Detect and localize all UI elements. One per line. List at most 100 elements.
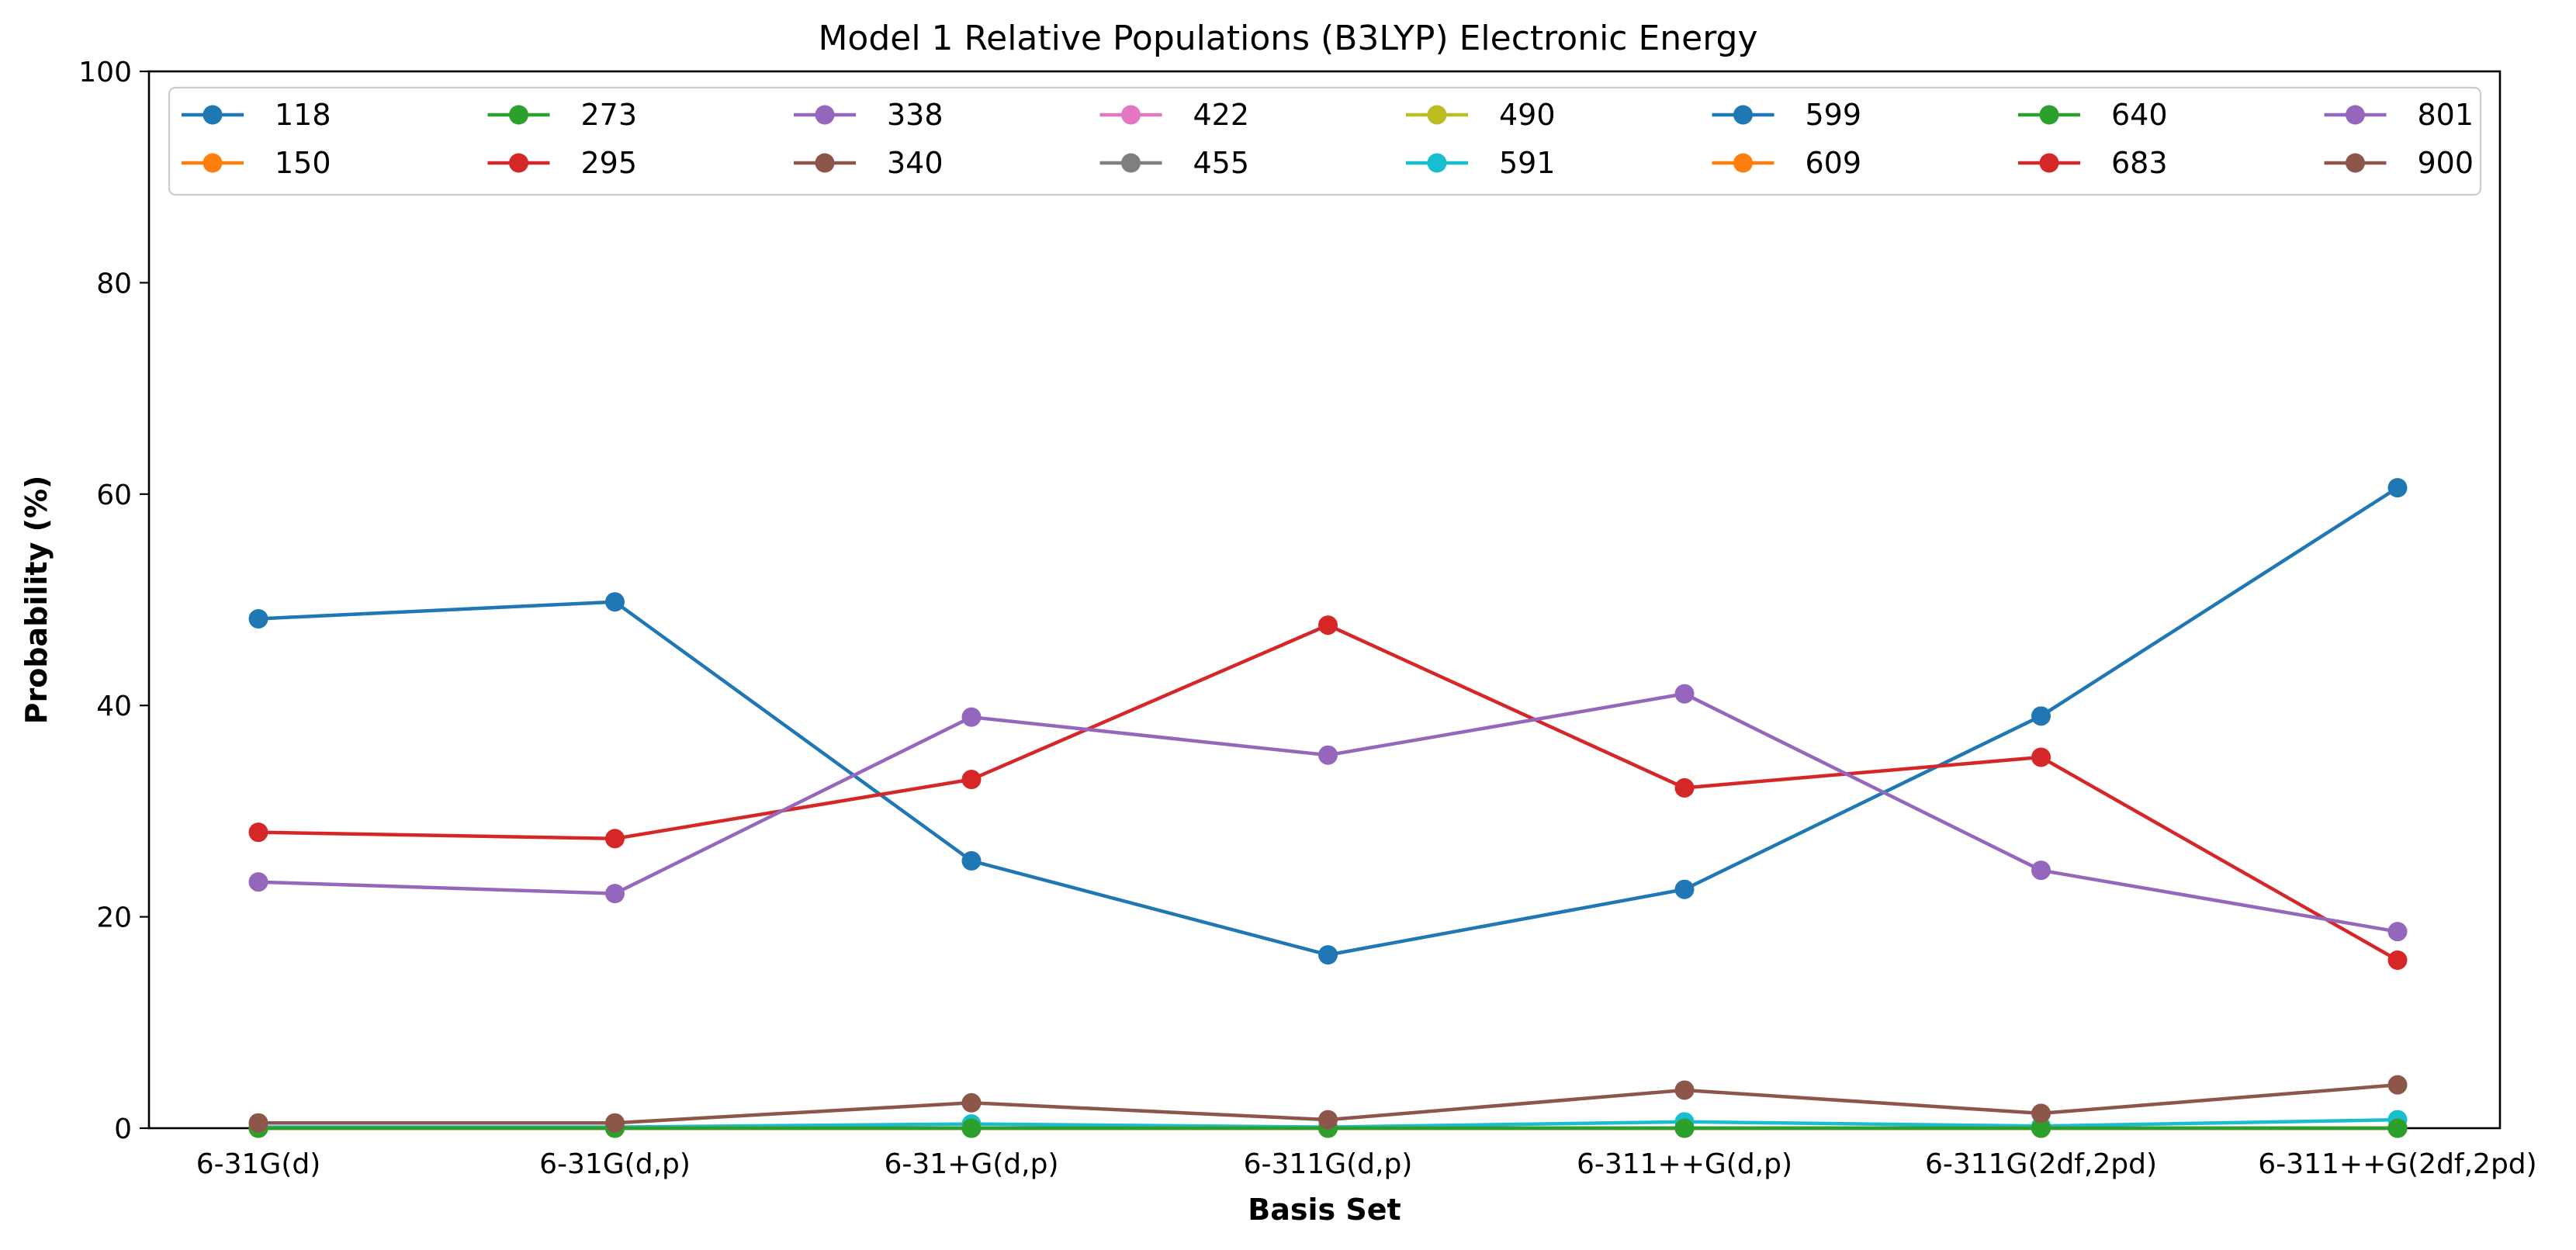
legend-label: 683 — [2111, 146, 2168, 180]
legend: 118 150 273 295 338 340 422 455 490 591 599 609 640 6… — [168, 86, 2482, 196]
plot-area-frame — [147, 70, 2502, 1130]
data-point — [605, 829, 625, 849]
data-point — [2031, 1103, 2051, 1124]
legend-swatch-marker — [2039, 105, 2059, 125]
series-line — [258, 691, 2398, 933]
data-point — [2387, 1118, 2408, 1138]
legend-label: 295 — [581, 146, 638, 180]
legend-item: 118 — [182, 98, 331, 132]
legend-swatch-marker — [203, 153, 223, 173]
legend-label: 422 — [1193, 98, 1250, 132]
legend-swatch-marker — [1733, 153, 1753, 173]
x-tick-label: 6-311G(2df,2pd) — [1925, 1148, 2157, 1180]
legend-item: 490 — [1406, 98, 1556, 132]
series-683 — [248, 615, 2408, 970]
data-point — [2031, 860, 2051, 881]
legend-swatch-marker — [509, 105, 528, 125]
legend-label: 340 — [887, 146, 943, 180]
legend-item: 422 — [1099, 98, 1250, 132]
legend-label: 455 — [1193, 146, 1250, 180]
chart-title: Model 1 Relative Populations (B3LYP) Ele… — [818, 19, 1757, 58]
legend-item: 340 — [794, 146, 943, 180]
legend-label: 801 — [2418, 98, 2474, 132]
x-tick-label: 6-31+G(d,p) — [885, 1148, 1059, 1180]
series-599 — [248, 478, 2408, 965]
legend-swatch-marker — [1427, 105, 1447, 125]
legend-swatch-marker — [1733, 105, 1753, 125]
legend-item: 599 — [1712, 98, 1862, 132]
x-axis: 6-31G(d) 6-31G(d,p) 6-31+G(d,p) 6-311G(d,p)… — [196, 1128, 2537, 1180]
legend-item: 150 — [182, 146, 331, 180]
legend-label: 338 — [887, 98, 943, 132]
legend-item: 455 — [1099, 146, 1250, 180]
legend-item: 900 — [2324, 146, 2474, 180]
data-point — [961, 707, 982, 727]
legend-label: 599 — [1806, 98, 1862, 132]
y-tick-label: 20 — [96, 902, 132, 934]
data-point — [248, 1113, 268, 1133]
data-point — [2387, 922, 2408, 942]
data-point — [1318, 1110, 1338, 1130]
legend-item: 801 — [2324, 98, 2474, 132]
y-tick-label: 0 — [114, 1113, 132, 1145]
data-point — [248, 822, 268, 843]
data-point — [2031, 747, 2051, 767]
legend-item: 273 — [487, 98, 638, 132]
data-point — [2031, 1118, 2051, 1138]
legend-swatch-marker — [1121, 105, 1141, 125]
data-point — [961, 770, 982, 790]
data-point — [1674, 879, 1695, 899]
y-tick-label: 40 — [96, 691, 132, 722]
x-tick-label: 6-311++G(2df,2pd) — [2258, 1148, 2536, 1180]
data-point — [2031, 706, 2051, 726]
legend-item: 295 — [487, 146, 638, 180]
data-point — [248, 609, 268, 629]
data-point — [2387, 478, 2408, 498]
legend-item: 609 — [1712, 146, 1862, 180]
data-point — [1674, 777, 1695, 798]
data-point — [1674, 684, 1695, 704]
data-point — [248, 872, 268, 892]
series-801 — [248, 684, 2408, 942]
data-point — [1318, 615, 1338, 635]
legend-label: 150 — [275, 146, 331, 180]
legend-swatch-marker — [2346, 153, 2365, 173]
legend-label: 900 — [2418, 146, 2474, 180]
x-tick-label: 6-31G(d,p) — [539, 1148, 691, 1180]
series-900 — [248, 1075, 2408, 1133]
data-point — [1318, 945, 1338, 965]
series-line — [258, 486, 2399, 957]
legend-swatch-marker — [509, 153, 528, 173]
data-point — [2387, 1075, 2408, 1095]
y-axis: 0 20 40 60 80 100 — [78, 57, 149, 1145]
x-axis-label: Basis Set — [1248, 1193, 1401, 1227]
legend-swatch-marker — [203, 105, 223, 125]
y-axis-label: Probability (%) — [19, 476, 54, 725]
data-point — [605, 592, 625, 612]
legend-label: 640 — [2111, 98, 2168, 132]
legend-label: 118 — [275, 98, 331, 132]
data-point — [1318, 745, 1338, 765]
x-tick-label: 6-311G(d,p) — [1244, 1148, 1413, 1180]
data-point — [961, 850, 982, 871]
data-point — [605, 1113, 625, 1133]
legend-swatch-marker — [2039, 153, 2059, 173]
legend-swatch-marker — [2346, 105, 2365, 125]
legend-label: 609 — [1806, 146, 1862, 180]
legend-label: 273 — [581, 98, 638, 132]
y-tick-label: 80 — [96, 268, 132, 300]
data-point — [1674, 1080, 1695, 1100]
legend-item: 591 — [1406, 146, 1556, 180]
legend-item: 338 — [794, 98, 943, 132]
data-point — [2387, 950, 2408, 970]
data-point — [1674, 1118, 1695, 1138]
x-tick-label: 6-31G(d) — [196, 1148, 321, 1180]
data-point — [605, 884, 625, 904]
data-point — [961, 1118, 982, 1138]
series-layer — [248, 478, 2408, 1138]
x-tick-label: 6-311++G(d,p) — [1577, 1148, 1792, 1180]
legend-swatch-marker — [815, 105, 835, 125]
series-line — [258, 623, 2399, 962]
legend-item: 683 — [2018, 146, 2168, 180]
